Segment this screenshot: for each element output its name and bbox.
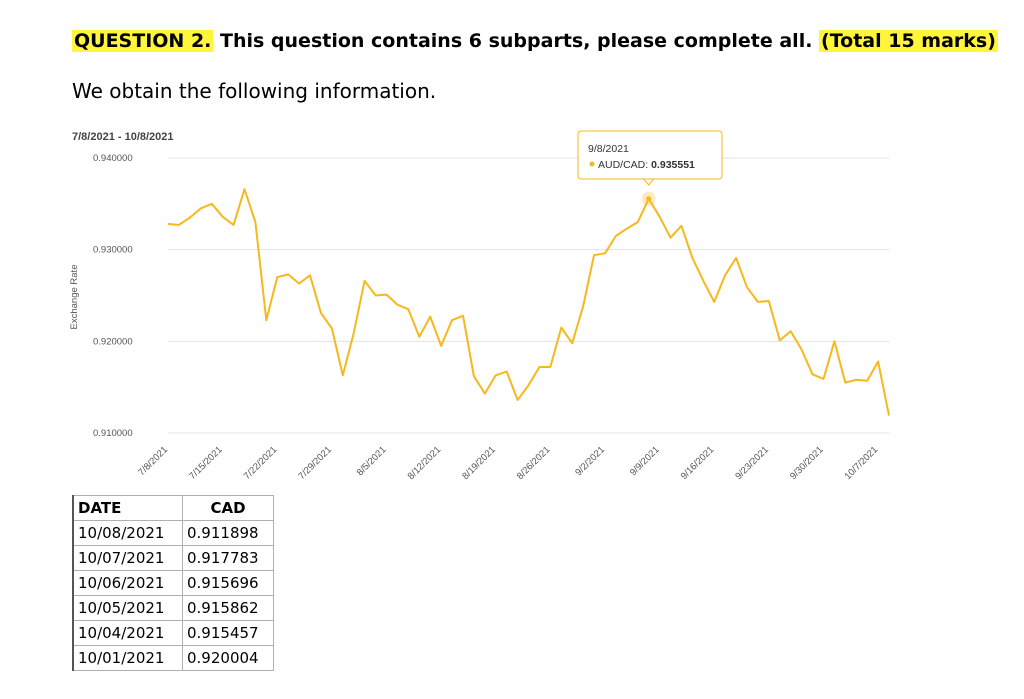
y-tick-label: 0.940000 xyxy=(93,153,133,164)
row-date: 10/01/2021 xyxy=(72,645,183,671)
x-tick-label: 7/22/2021 xyxy=(242,444,280,482)
header-date: DATE xyxy=(72,495,183,521)
x-tick-label: 9/23/2021 xyxy=(733,444,771,482)
y-tick-label: 0.920000 xyxy=(93,336,133,347)
table-row: 10/07/2021 0.917783 xyxy=(72,545,274,571)
y-tick-labels: 0.940000 0.930000 0.920000 0.910000 xyxy=(93,153,133,439)
table-row: 10/04/2021 0.915457 xyxy=(72,620,274,646)
x-tick-label: 8/12/2021 xyxy=(406,444,444,482)
x-tick-label: 9/16/2021 xyxy=(679,444,717,482)
y-axis-label: Exchange Rate xyxy=(69,265,80,330)
cad-rate-table: DATE CAD 10/08/2021 0.911898 10/07/2021 0.… xyxy=(72,495,274,671)
intro-text: We obtain the following information. xyxy=(72,79,437,103)
x-tick-label: 9/2/2021 xyxy=(573,444,607,478)
table-row: 10/06/2021 0.915696 xyxy=(72,570,274,596)
table-header-row: DATE CAD xyxy=(72,495,274,521)
x-tick-label: 10/7/2021 xyxy=(843,444,881,482)
y-tick-label: 0.910000 xyxy=(93,428,133,439)
row-date: 10/08/2021 xyxy=(72,520,183,546)
y-tick-label: 0.930000 xyxy=(93,245,133,256)
row-value: 0.917783 xyxy=(182,545,274,571)
tooltip-series-name: AUD/CAD: xyxy=(598,159,651,171)
gridlines xyxy=(168,157,889,434)
row-value: 0.911898 xyxy=(182,520,274,546)
question-heading: QUESTION 2. This question contains 6 sub… xyxy=(72,30,998,52)
row-date: 10/06/2021 xyxy=(72,570,183,596)
question-text: This question contains 6 subparts, pleas… xyxy=(213,30,820,52)
x-tick-labels: 7/8/2021 7/15/2021 7/22/2021 7/29/2021 8/5/2… xyxy=(136,444,880,482)
x-tick-label: 9/9/2021 xyxy=(628,444,662,478)
x-tick-label: 7/8/2021 xyxy=(136,444,170,478)
row-date: 10/05/2021 xyxy=(72,595,183,621)
table-row: 10/08/2021 0.911898 xyxy=(72,520,274,546)
x-tick-label: 8/19/2021 xyxy=(460,444,498,482)
x-tick-label: 8/5/2021 xyxy=(355,444,389,478)
table-row: 10/01/2021 0.920004 xyxy=(72,645,274,671)
row-date: 10/04/2021 xyxy=(72,620,183,646)
x-tick-label: 9/30/2021 xyxy=(788,444,826,482)
question-label: QUESTION 2. xyxy=(72,30,214,52)
tooltip-series-line: AUD/CAD: 0.935551 xyxy=(598,159,695,171)
header-cad: CAD xyxy=(182,495,274,521)
chart-date-range: 7/8/2021 - 10/8/2021 xyxy=(72,131,174,143)
tooltip-value: 0.935551 xyxy=(651,159,695,171)
x-tick-label: 8/26/2021 xyxy=(515,444,553,482)
tooltip-date: 9/8/2021 xyxy=(588,143,629,155)
question-marks: (Total 15 marks) xyxy=(819,30,998,52)
tooltip-box xyxy=(577,130,723,180)
hover-marker xyxy=(646,196,652,202)
row-value: 0.915862 xyxy=(182,595,274,621)
row-value: 0.920004 xyxy=(182,645,274,671)
row-date: 10/07/2021 xyxy=(72,545,183,571)
series-line-layer xyxy=(167,188,890,416)
tooltip-series-marker xyxy=(589,161,595,167)
row-value: 0.915696 xyxy=(182,570,274,596)
tooltip-pointer xyxy=(642,178,655,186)
x-tick-label: 7/29/2021 xyxy=(296,444,334,482)
row-value: 0.915457 xyxy=(182,620,274,646)
table-row: 10/05/2021 0.915862 xyxy=(72,595,274,621)
x-tick-label: 7/15/2021 xyxy=(187,444,225,482)
series-line-aud-cad xyxy=(167,188,890,416)
chart-tooltip: 9/8/2021 AUD/CAD: 0.935551 xyxy=(577,130,723,186)
